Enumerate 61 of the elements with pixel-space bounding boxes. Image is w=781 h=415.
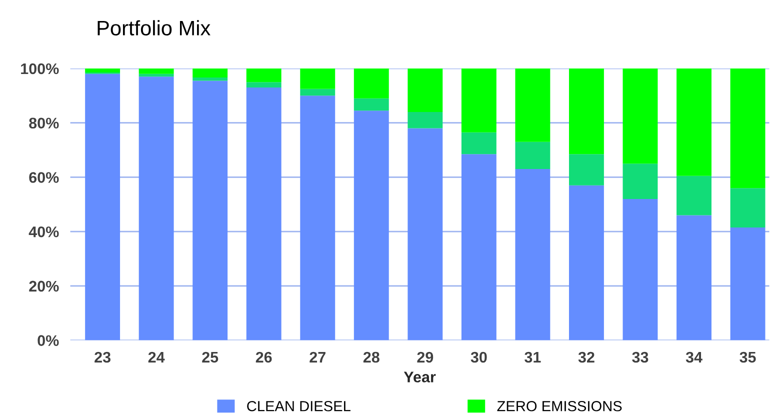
x-axis-title: Year xyxy=(404,372,436,382)
y-tick-label: 0% xyxy=(38,335,59,346)
bar xyxy=(138,74,174,77)
x-tick-label: 24 xyxy=(148,352,165,362)
bar xyxy=(354,68,389,98)
bar xyxy=(730,188,766,228)
bar xyxy=(246,68,282,82)
bar xyxy=(300,68,336,89)
x-tick-label: 31 xyxy=(524,352,541,363)
bar xyxy=(246,88,282,340)
bar xyxy=(300,96,336,340)
bar xyxy=(192,80,228,340)
x-tick-label: 29 xyxy=(417,352,434,363)
bar xyxy=(408,128,443,340)
y-tick-label: 100% xyxy=(21,63,59,74)
bar xyxy=(676,68,712,176)
bar xyxy=(568,68,604,154)
bar xyxy=(515,142,550,170)
y-tick-label: 60% xyxy=(29,172,59,183)
bar xyxy=(515,68,550,142)
bar xyxy=(192,68,228,78)
bar xyxy=(138,76,174,340)
bar xyxy=(461,154,496,340)
x-tick-label: 26 xyxy=(256,352,272,363)
bar xyxy=(622,198,658,340)
bar xyxy=(568,154,604,186)
bar xyxy=(408,68,443,112)
bar xyxy=(354,98,389,111)
bar xyxy=(515,169,550,340)
bar xyxy=(85,74,120,340)
bar xyxy=(85,68,120,73)
chart-title: Portfolio Mix xyxy=(98,20,210,36)
bar xyxy=(676,215,712,340)
x-tick-label: 23 xyxy=(94,352,110,363)
bar xyxy=(568,185,604,340)
x-tick-label: 33 xyxy=(632,352,648,363)
bar xyxy=(461,68,496,132)
legend-label: ZERO EMISSIONS xyxy=(497,400,622,412)
y-tick-label: 20% xyxy=(29,280,59,292)
x-tick-label: 34 xyxy=(686,352,702,363)
bar xyxy=(676,176,712,216)
bar xyxy=(622,164,658,199)
legend-label: CLEAN DIESEL xyxy=(247,400,350,412)
bar xyxy=(300,88,336,96)
x-tick-label: 28 xyxy=(363,352,380,363)
x-tick-label: 30 xyxy=(470,352,487,363)
x-tick-label: 27 xyxy=(310,352,326,362)
bar xyxy=(138,68,174,74)
x-tick-label: 32 xyxy=(578,352,594,363)
bar xyxy=(192,77,228,81)
bar xyxy=(354,110,389,340)
bar xyxy=(622,68,658,164)
bar xyxy=(408,112,443,128)
bar xyxy=(246,82,282,88)
bar xyxy=(730,68,766,188)
bar xyxy=(461,132,496,154)
y-tick-label: 40% xyxy=(28,226,59,238)
x-tick-label: 25 xyxy=(202,352,218,363)
bar xyxy=(730,227,766,340)
y-tick-label: 80% xyxy=(29,118,59,129)
x-tick-label: 35 xyxy=(740,352,756,363)
